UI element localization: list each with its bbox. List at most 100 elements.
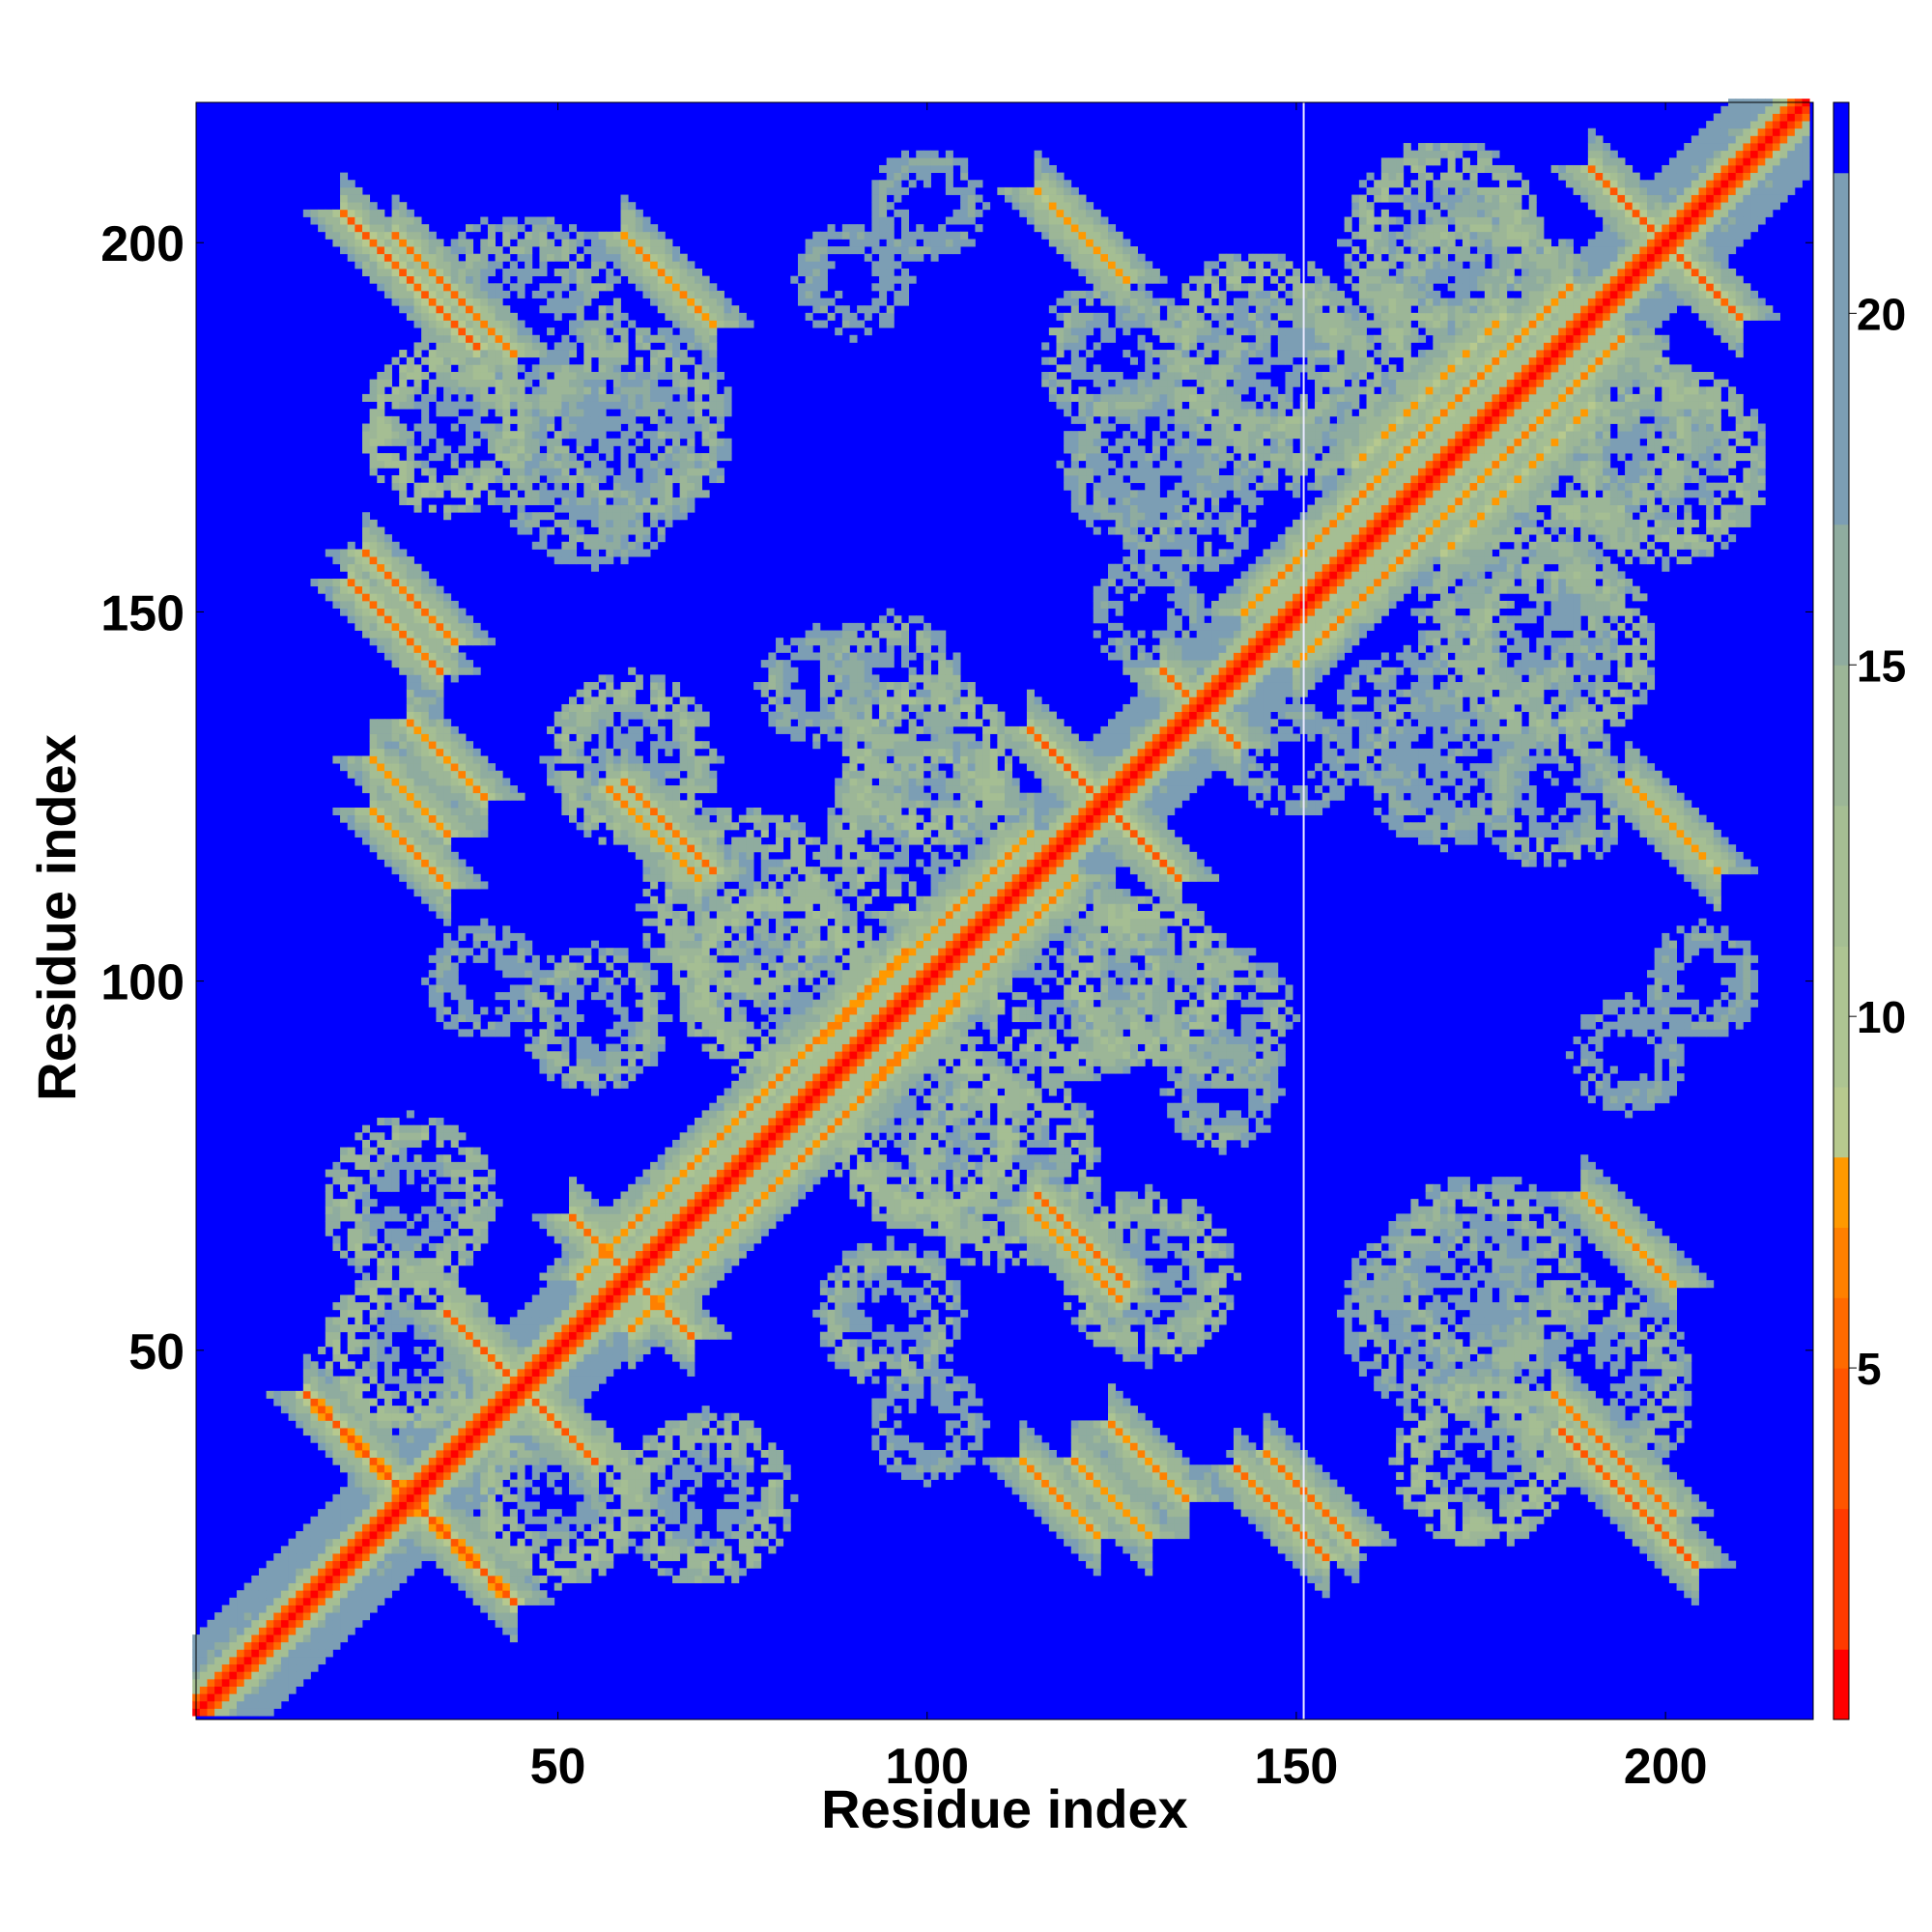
heatmap-cell — [443, 409, 452, 417]
heatmap-cell — [302, 1671, 311, 1680]
heatmap-cell — [480, 1007, 489, 1015]
heatmap-cell — [517, 984, 526, 993]
heatmap-cell — [612, 512, 621, 521]
heatmap-cell — [569, 1553, 578, 1562]
heatmap-cell — [340, 1501, 349, 1510]
heatmap-cell — [487, 1339, 496, 1348]
heatmap-cell — [436, 1154, 444, 1163]
heatmap-cell — [531, 1420, 540, 1429]
heatmap-cell — [472, 504, 481, 513]
heatmap-cell — [332, 1221, 341, 1230]
heatmap-cell — [657, 1523, 666, 1532]
heatmap-cell — [531, 415, 540, 424]
heatmap-cell — [598, 1272, 607, 1281]
heatmap-cell — [620, 1509, 629, 1518]
heatmap-cell — [347, 1361, 355, 1370]
heatmap-cell — [509, 1619, 518, 1628]
heatmap-cell — [384, 748, 392, 756]
heatmap-cell — [606, 320, 614, 328]
heatmap-cell — [554, 445, 562, 454]
heatmap-cell — [517, 239, 526, 247]
heatmap-cell — [554, 1531, 562, 1540]
heatmap-cell — [525, 409, 533, 417]
heatmap-cell — [347, 615, 355, 624]
heatmap-cell — [531, 1376, 540, 1384]
heatmap-cell — [428, 600, 437, 609]
heatmap-cell — [487, 940, 496, 949]
heatmap-cell — [296, 1560, 304, 1569]
heatmap-cell — [443, 1560, 452, 1569]
heatmap-cell — [384, 585, 392, 594]
heatmap-cell — [325, 1605, 333, 1613]
heatmap-cell — [487, 1538, 496, 1547]
heatmap-cell — [466, 1538, 474, 1547]
heatmap-cell — [517, 1479, 526, 1488]
heatmap-cell — [361, 1406, 371, 1414]
heatmap-cell — [620, 837, 629, 845]
heatmap-cell — [628, 541, 637, 550]
heatmap-cell — [458, 873, 467, 882]
heatmap-cell — [458, 867, 467, 875]
heatmap-cell — [539, 379, 548, 387]
heatmap-cell — [325, 1228, 333, 1236]
heatmap-cell — [480, 954, 489, 963]
heatmap-cell — [436, 1264, 444, 1273]
heatmap-cell — [612, 1442, 621, 1451]
heatmap-cell — [612, 231, 621, 240]
heatmap-cell — [421, 1412, 430, 1421]
heatmap-cell — [612, 1236, 621, 1244]
heatmap-cell — [428, 468, 437, 476]
heatmap-cell — [466, 327, 474, 336]
heatmap-cell — [302, 1641, 311, 1650]
heatmap-cell — [413, 1420, 422, 1429]
heatmap-cell — [642, 231, 651, 240]
heatmap-cell — [547, 216, 555, 225]
heatmap-cell — [384, 1118, 392, 1126]
heatmap-cell — [399, 1309, 408, 1318]
heatmap-cell — [554, 1406, 562, 1414]
heatmap-cell — [517, 386, 526, 395]
heatmap-cell — [598, 1058, 607, 1066]
heatmap-cell — [642, 977, 651, 985]
heatmap-cell — [413, 660, 422, 668]
heatmap-cell — [361, 822, 371, 831]
heatmap-cell — [525, 1450, 533, 1459]
heatmap-cell — [369, 415, 378, 424]
heatmap-cell — [642, 763, 651, 772]
heatmap-cell — [436, 881, 444, 890]
heatmap-cell — [443, 1242, 452, 1252]
heatmap-cell — [598, 1509, 607, 1518]
heatmap-cell — [296, 1406, 304, 1414]
heatmap-cell — [377, 1493, 385, 1502]
heatmap-cell — [598, 1317, 607, 1325]
heatmap-cell — [436, 615, 444, 624]
heatmap-cell — [258, 1597, 268, 1605]
heatmap-cell — [635, 1464, 643, 1473]
heatmap-cell — [347, 1546, 355, 1554]
heatmap-cell — [547, 1309, 555, 1318]
heatmap-cell — [391, 415, 400, 424]
heatmap-cell — [612, 970, 621, 979]
heatmap-cell — [361, 778, 371, 786]
heatmap-cell — [547, 490, 555, 498]
heatmap-cell — [642, 1183, 651, 1192]
heatmap-cell — [561, 453, 570, 462]
heatmap-cell — [642, 867, 651, 875]
heatmap-cell — [421, 667, 430, 675]
heatmap-cell — [466, 1346, 474, 1355]
heatmap-cell — [347, 1412, 355, 1421]
heatmap-cell — [466, 763, 474, 772]
heatmap-cell — [612, 1287, 621, 1295]
heatmap-cell — [480, 1324, 489, 1333]
heatmap-cell — [443, 1021, 452, 1030]
heatmap-cell — [369, 460, 378, 469]
heatmap-cell — [377, 1457, 385, 1465]
heatmap-cell — [436, 1228, 444, 1236]
heatmap-cell — [547, 1051, 555, 1060]
heatmap-cell — [517, 1471, 526, 1480]
heatmap-cell — [502, 1487, 511, 1495]
heatmap-cell — [606, 719, 614, 727]
heatmap-cell — [480, 807, 489, 816]
heatmap-cell — [576, 1553, 584, 1562]
heatmap-cell — [450, 859, 459, 867]
